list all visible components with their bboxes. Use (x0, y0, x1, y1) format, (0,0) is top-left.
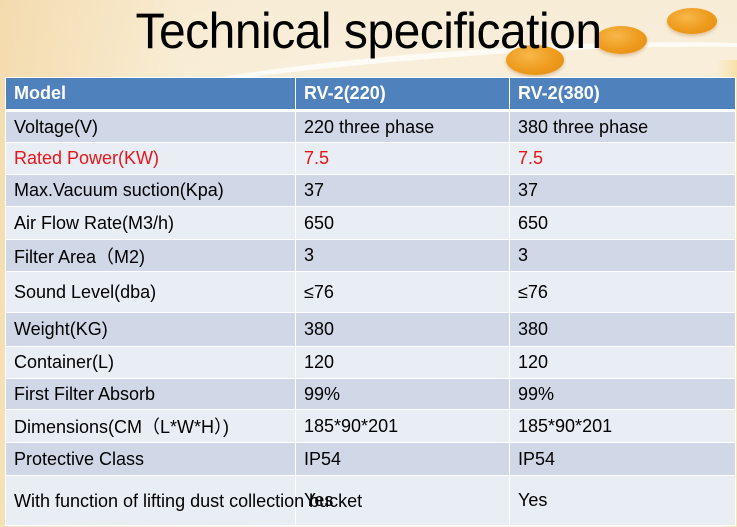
cell-rv2-380: 380 three phase (509, 110, 736, 143)
row-label: Sound Level(dba) (5, 271, 296, 313)
cell-rv2-220: 99% (295, 378, 510, 410)
slide-title: Technical specification (135, 3, 602, 60)
header-model: Model (5, 77, 296, 112)
table-row: With function of lifting dust collection… (5, 475, 736, 526)
cell-rv2-380: ≤76 (509, 271, 736, 313)
orange-bubble-decoration (506, 45, 564, 75)
cell-rv2-220: 380 (295, 312, 510, 347)
cell-rv2-220: 37 (295, 174, 510, 207)
orange-bubble-decoration (667, 8, 717, 34)
cell-rv2-380: Yes (509, 475, 736, 526)
cell-rv2-380: 7.5 (509, 142, 736, 175)
cell-rv2-220: 220 three phase (295, 110, 510, 143)
cell-rv2-380: 3 (509, 239, 736, 272)
cell-rv2-380: IP54 (509, 442, 736, 476)
table-row: Filter Area（M2) 3 3 (5, 239, 736, 272)
row-label: First Filter Absorb (5, 378, 296, 410)
table-header-row: Model RV-2(220) RV-2(380) (5, 77, 736, 112)
cell-rv2-380: 120 (509, 346, 736, 379)
row-label: Air Flow Rate(M3/h) (5, 206, 296, 240)
table-row: Dimensions(CM（L*W*H）) 185*90*201 185*90*… (5, 409, 736, 443)
cell-rv2-220: 185*90*201 (295, 409, 510, 443)
table-row: Protective Class IP54 IP54 (5, 442, 736, 476)
cell-rv2-380: 99% (509, 378, 736, 410)
spec-table: Model RV-2(220) RV-2(380) Voltage(V) 220… (5, 77, 736, 526)
row-label: Voltage(V) (5, 110, 296, 143)
cell-rv2-220: Yes (295, 475, 510, 526)
cell-rv2-380: 380 (509, 312, 736, 347)
row-label: Dimensions(CM（L*W*H）) (5, 409, 296, 443)
cell-rv2-220: 120 (295, 346, 510, 379)
table-row: Rated Power(KW) 7.5 7.5 (5, 142, 736, 175)
cell-rv2-220: IP54 (295, 442, 510, 476)
table-row: First Filter Absorb 99% 99% (5, 378, 736, 410)
cell-rv2-380: 185*90*201 (509, 409, 736, 443)
table-row: Weight(KG) 380 380 (5, 312, 736, 347)
row-label: Filter Area（M2) (5, 239, 296, 272)
row-label: With function of lifting dust collection… (5, 475, 362, 526)
table-row: Container(L) 120 120 (5, 346, 736, 379)
row-label: Container(L) (5, 346, 296, 379)
table-row: Max.Vacuum suction(Kpa) 37 37 (5, 174, 736, 207)
cell-rv2-220: 3 (295, 239, 510, 272)
table-row: Sound Level(dba) ≤76 ≤76 (5, 271, 736, 313)
header-rv2-380: RV-2(380) (509, 77, 736, 112)
row-label: Protective Class (5, 442, 296, 476)
cell-rv2-220: 7.5 (295, 142, 510, 175)
orange-bubble-decoration (595, 26, 647, 54)
row-label: Rated Power(KW) (5, 142, 296, 175)
cell-rv2-380: 37 (509, 174, 736, 207)
row-label: Max.Vacuum suction(Kpa) (5, 174, 296, 207)
table-row: Air Flow Rate(M3/h) 650 650 (5, 206, 736, 240)
row-label: Weight(KG) (5, 312, 296, 347)
header-rv2-220: RV-2(220) (295, 77, 510, 112)
table-row: Voltage(V) 220 three phase 380 three pha… (5, 110, 736, 143)
cell-rv2-380: 650 (509, 206, 736, 240)
cell-rv2-220: ≤76 (295, 271, 510, 313)
cell-rv2-220: 650 (295, 206, 510, 240)
